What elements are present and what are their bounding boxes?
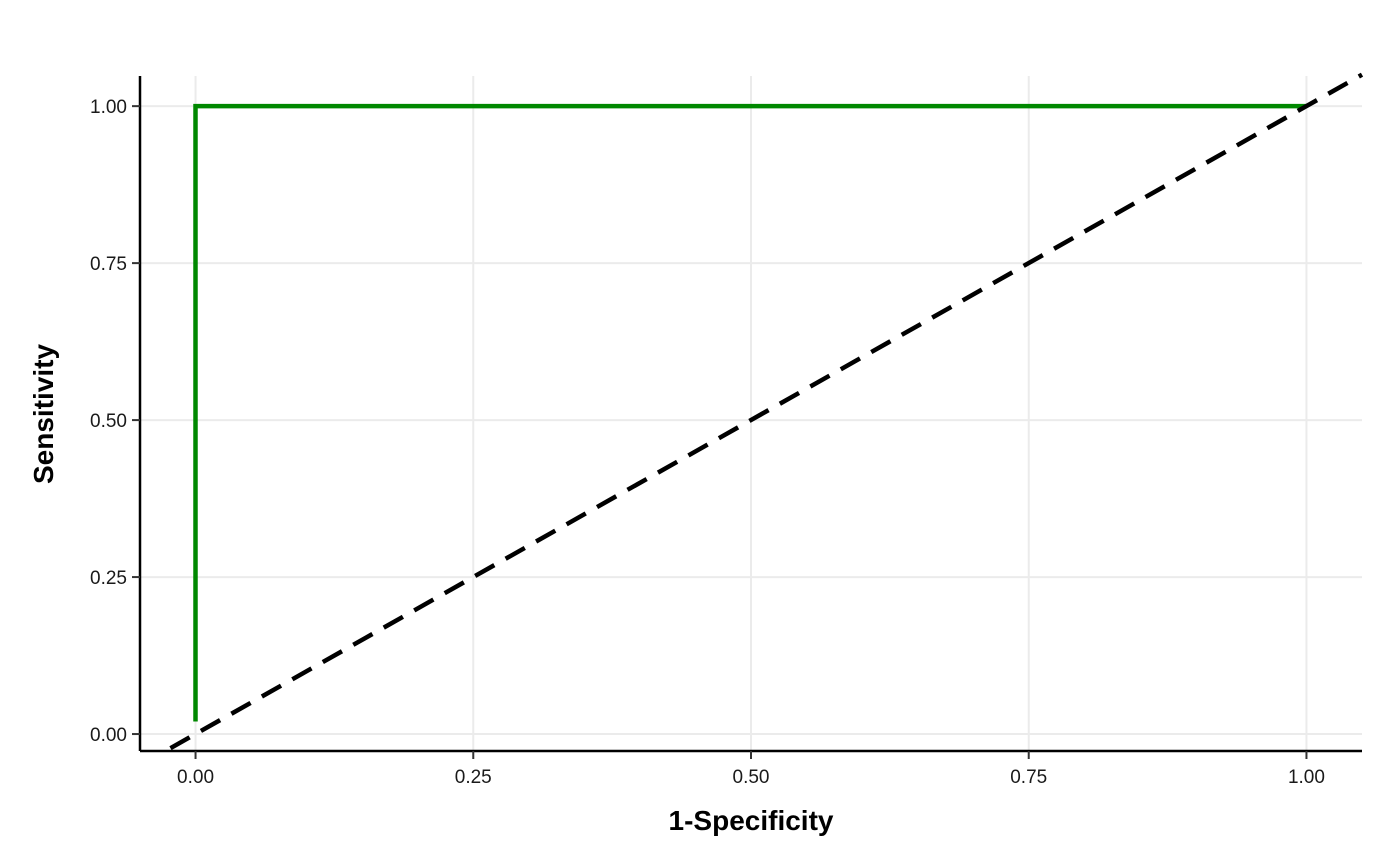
series-layer [160,72,1364,751]
roc-curve [193,103,1307,722]
y-tick-label: 0.25 [90,568,127,589]
y-tick-label: 0.75 [90,254,127,275]
x-axis-title: 1-Specificity [669,805,834,836]
reference-diagonal-line [160,72,1364,751]
x-tick-label: 0.50 [733,767,770,788]
y-tick-label: 0.00 [90,725,127,746]
y-tick-label: 1.00 [90,97,127,118]
x-tick-label: 0.75 [1010,767,1047,788]
y-axis-title: Sensitivity [28,344,59,484]
y-tick-label: 0.50 [90,411,127,432]
y-ticks: 0.00 0.25 0.50 0.75 1.00 [90,97,140,746]
x-tick-label: 0.00 [177,767,214,788]
x-ticks: 0.00 0.25 0.50 0.75 1.00 [177,751,1325,788]
x-tick-label: 0.25 [455,767,492,788]
x-tick-label: 1.00 [1288,767,1325,788]
